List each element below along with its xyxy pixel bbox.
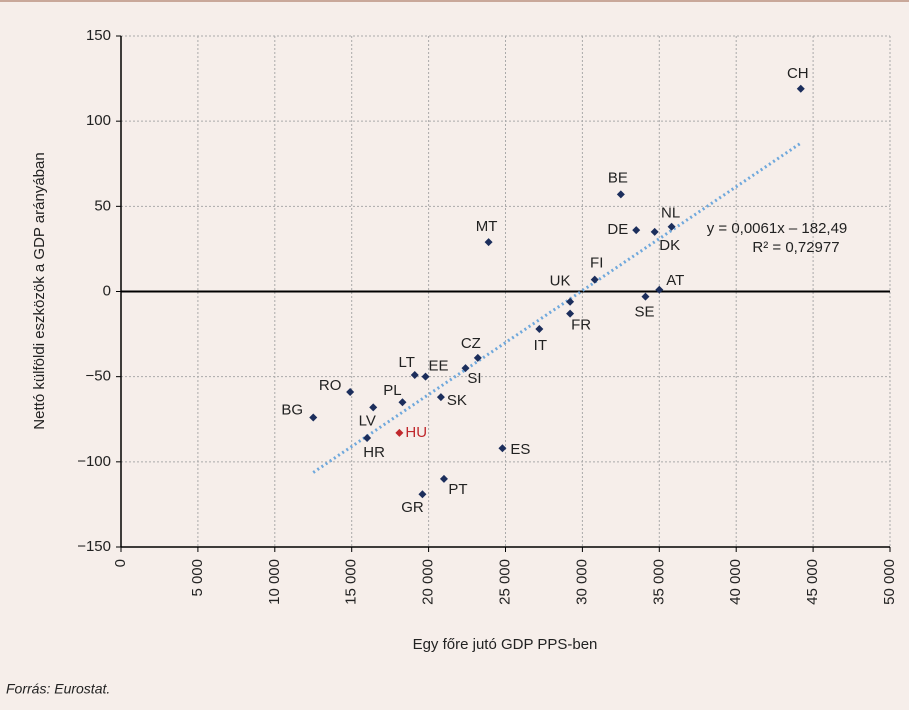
point-label: LV [359, 412, 376, 429]
point [461, 364, 470, 373]
point-label: HR [363, 444, 385, 461]
point [616, 190, 625, 199]
y-tick-label: 0 [103, 282, 111, 299]
point [309, 413, 318, 422]
point-label: LT [399, 354, 415, 371]
point-label: BG [281, 402, 303, 419]
point [346, 387, 355, 396]
point [796, 84, 805, 93]
point-label: MT [476, 218, 498, 235]
x-tick-label: 10 000 [266, 559, 283, 605]
x-tick-label: 40 000 [727, 559, 744, 605]
point-label: ES [510, 441, 530, 458]
point [566, 309, 575, 318]
point-label: DK [659, 237, 680, 254]
point [632, 226, 641, 235]
point [410, 370, 419, 379]
point-label: PT [448, 481, 467, 498]
point [436, 393, 445, 402]
trendline [312, 141, 802, 474]
x-tick-label: 5 000 [189, 559, 206, 597]
x-tick-label: 50 000 [881, 559, 898, 605]
point [439, 474, 448, 483]
point-label: UK [550, 273, 571, 290]
x-tick-label: 20 000 [420, 559, 437, 605]
point [418, 490, 427, 499]
point [421, 372, 430, 381]
point [369, 403, 378, 412]
point-label: RO [319, 377, 342, 394]
point-label: FR [571, 317, 591, 334]
x-tick-label: 45 000 [804, 559, 821, 605]
point-label: AT [666, 272, 684, 289]
y-tick-label: 50 [94, 197, 111, 214]
point-label: DE [607, 221, 628, 238]
point-label: SE [634, 304, 654, 321]
point-label: HU [405, 424, 427, 441]
x-tick-label: 30 000 [573, 559, 590, 605]
point-label: PL [383, 382, 401, 399]
point-label: NL [661, 205, 680, 222]
point [535, 324, 544, 333]
y-tick-label: −150 [77, 538, 111, 555]
point-label: SK [447, 392, 467, 409]
point [566, 297, 575, 306]
x-tick-label: 0 [112, 559, 129, 567]
y-tick-label: −50 [86, 368, 111, 385]
y-tick-label: 100 [86, 112, 111, 129]
source-note: Forrás: Eurostat. [6, 681, 110, 697]
x-tick-label: 35 000 [650, 559, 667, 605]
y-axis-title: Nettó külföldi eszközök a GDP arányában [31, 152, 48, 429]
point [484, 238, 493, 247]
point [498, 444, 507, 453]
point [395, 428, 404, 437]
point-label: CH [787, 65, 809, 82]
point [363, 433, 372, 442]
point-label: FI [590, 255, 603, 272]
point [473, 353, 482, 362]
point-label: GR [401, 499, 424, 516]
x-axis-title: Egy főre jutó GDP PPS-ben [413, 636, 598, 653]
y-tick-label: −100 [77, 453, 111, 470]
point-label: IT [534, 337, 547, 354]
point [667, 222, 676, 231]
point-label: EE [429, 358, 449, 375]
point [641, 292, 650, 301]
y-tick-label: 150 [86, 27, 111, 44]
point-label: BE [608, 169, 628, 186]
point [398, 398, 407, 407]
point [590, 275, 599, 284]
point-label: SI [467, 370, 481, 387]
x-tick-label: 15 000 [343, 559, 360, 605]
point [650, 227, 659, 236]
trend-r2: R² = 0,72977 [752, 239, 839, 256]
x-tick-label: 25 000 [496, 559, 513, 605]
trend-equation: y = 0,0061x – 182,49 [707, 220, 848, 237]
point-label: CZ [461, 335, 481, 352]
point [655, 285, 664, 294]
